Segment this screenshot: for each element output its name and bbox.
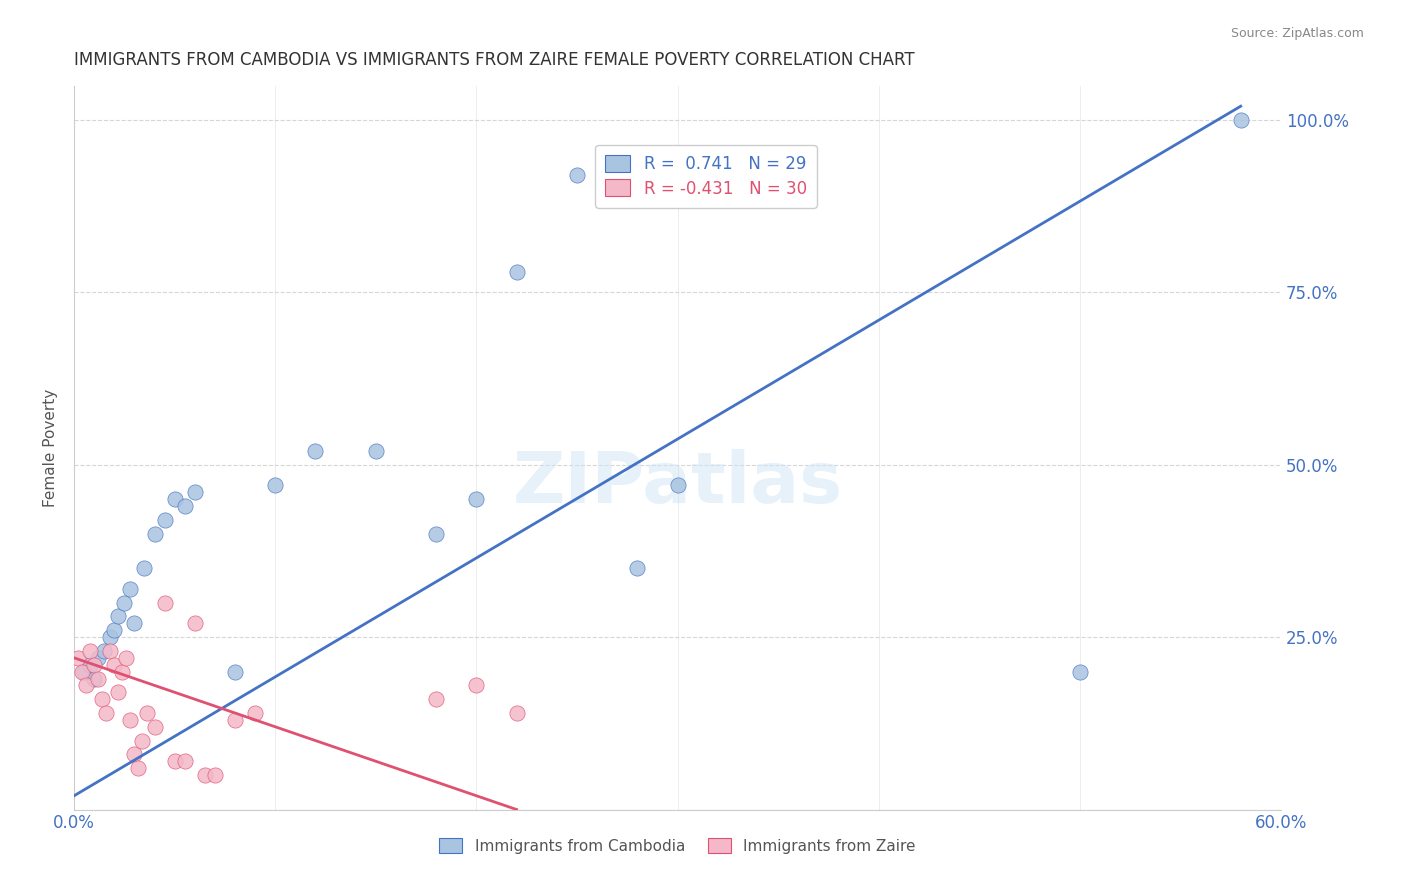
Point (103, 657, 125, 672)
Point (204, 768, 226, 782)
Point (163, 754, 186, 768)
Point (93, 644, 115, 658)
Point (304, 444, 326, 458)
Point (163, 492, 186, 507)
Point (103, 624, 125, 638)
Point (83, 672, 105, 686)
Text: ZIPatlas: ZIPatlas (512, 450, 842, 518)
Point (124, 616, 146, 631)
Point (120, 582, 142, 596)
Point (70, 665, 93, 679)
Point (153, 596, 176, 610)
Point (173, 499, 195, 513)
Point (264, 478, 287, 492)
Point (96, 706, 118, 720)
Point (111, 665, 134, 679)
Point (127, 761, 149, 775)
Point (364, 444, 387, 458)
Point (173, 754, 195, 768)
Point (120, 713, 142, 727)
Point (134, 561, 156, 575)
Point (1229, 113, 1251, 128)
Point (505, 265, 527, 279)
Legend: R =  0.741   N = 29, R = -0.431   N = 30: R = 0.741 N = 29, R = -0.431 N = 30 (595, 145, 817, 208)
Point (107, 609, 129, 624)
Point (98, 644, 121, 658)
Point (112, 596, 135, 610)
Point (98, 630, 121, 644)
Point (224, 713, 246, 727)
Point (79, 644, 101, 658)
Point (184, 616, 207, 631)
Point (87, 650, 110, 665)
Point (124, 747, 146, 762)
Point (67, 650, 90, 665)
Point (73, 665, 96, 679)
Point (1069, 665, 1091, 679)
Point (465, 678, 488, 692)
Point (115, 650, 138, 665)
Point (425, 526, 447, 541)
Point (87, 672, 110, 686)
Point (243, 706, 266, 720)
Point (79, 657, 101, 672)
Point (184, 485, 207, 500)
Point (425, 692, 447, 706)
Point (91, 692, 114, 706)
Point (75, 678, 97, 692)
Point (194, 768, 217, 782)
Text: Source: ZipAtlas.com: Source: ZipAtlas.com (1230, 27, 1364, 40)
Point (131, 733, 153, 747)
Point (505, 706, 527, 720)
Point (135, 706, 157, 720)
Text: IMMIGRANTS FROM CAMBODIA VS IMMIGRANTS FROM ZAIRE FEMALE POVERTY CORRELATION CHA: IMMIGRANTS FROM CAMBODIA VS IMMIGRANTS F… (75, 51, 915, 69)
Point (143, 526, 166, 541)
Point (224, 665, 246, 679)
Point (107, 685, 129, 699)
Point (565, 168, 588, 182)
Y-axis label: Female Poverty: Female Poverty (44, 388, 58, 507)
Point (666, 478, 689, 492)
Point (83, 657, 105, 672)
Point (143, 720, 166, 734)
Point (465, 492, 488, 507)
Point (626, 561, 648, 575)
Point (153, 513, 176, 527)
